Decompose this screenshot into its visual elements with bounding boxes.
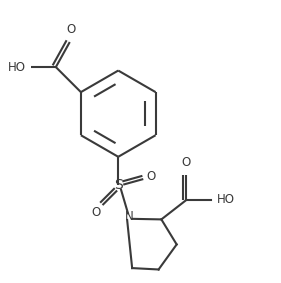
Text: HO: HO bbox=[8, 61, 26, 74]
Text: O: O bbox=[67, 23, 76, 36]
Text: O: O bbox=[147, 170, 156, 183]
Text: O: O bbox=[182, 156, 191, 169]
Text: HO: HO bbox=[217, 193, 235, 206]
Text: O: O bbox=[92, 206, 101, 219]
Text: S: S bbox=[114, 178, 123, 192]
Text: N: N bbox=[125, 210, 134, 223]
